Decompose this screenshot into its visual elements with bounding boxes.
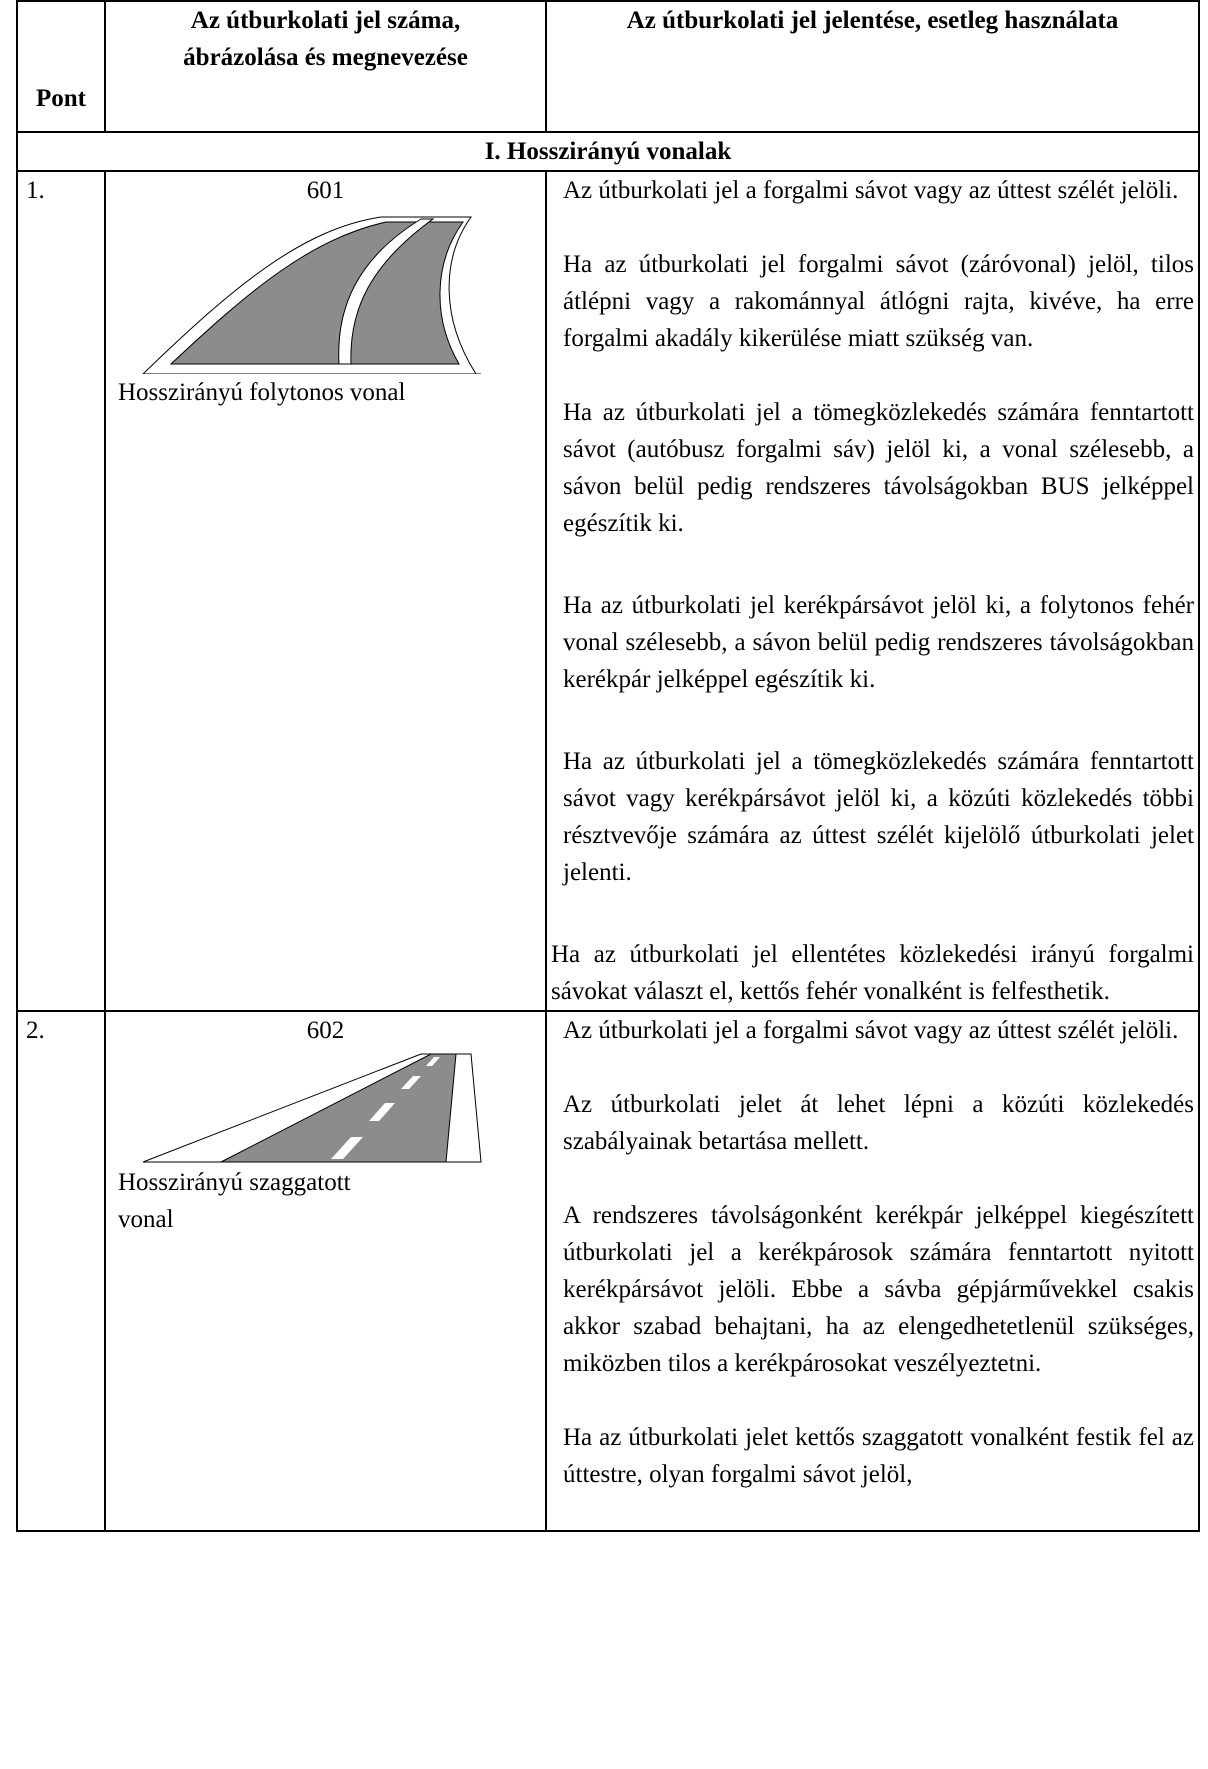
meaning: Az útburkolati jel a forgalmi sávot vagy… bbox=[545, 1010, 1200, 1532]
point: 2. bbox=[16, 1010, 106, 1532]
header-row: Pont Az útburkolati jel száma, ábrázolás… bbox=[16, 0, 1200, 133]
sign-image bbox=[141, 216, 481, 374]
header-cell: Pont bbox=[16, 0, 106, 133]
sign-cell: 602 Hosszirányú szaggatott vonal bbox=[104, 1010, 547, 1532]
sign-cell: 601 Hosszirányú folytonos vonal bbox=[104, 170, 547, 1012]
paragraph: Az útburkolati jel a forgalmi sávot vagy… bbox=[563, 177, 1179, 204]
paragraph: Az útburkolati jelet át lehet lépni a kö… bbox=[563, 1091, 1194, 1155]
rules-table: Pont Az útburkolati jel száma, ábrázolás… bbox=[16, 0, 1200, 1532]
meaning: Az útburkolati jel a forgalmi sávot vagy… bbox=[545, 170, 1200, 1012]
sign-number: 601 bbox=[306, 177, 345, 204]
paragraph: Ha az útburkolati jel ellentétes közleke… bbox=[551, 941, 1194, 1005]
header-cell: Az útburkolati jel száma, ábrázolása és … bbox=[104, 0, 547, 133]
section-row: I. Hosszirányú vonalak bbox=[16, 131, 1200, 172]
paragraph: A rendszeres távolságonként kerékpár jel… bbox=[563, 1202, 1194, 1377]
section-title: I. Hosszirányú vonalak bbox=[16, 131, 1200, 172]
paragraph: Ha az útburkolati jelet kettős szaggatot… bbox=[563, 1424, 1194, 1488]
sign-name: Hosszirányú szaggatott vonal bbox=[118, 1169, 351, 1233]
header-cell: Az útburkolati jel jelentése, esetleg ha… bbox=[545, 0, 1200, 133]
paragraph: Ha az útburkolati jel forgalmi sávot (zá… bbox=[563, 251, 1194, 352]
sign-number: 602 bbox=[306, 1017, 345, 1044]
row: 1. 601 Hosszirányú folytonos vonal Az út… bbox=[16, 170, 1200, 1012]
row: 2. 602 Hosszirányú szaggatott vonal Az ú… bbox=[16, 1010, 1200, 1532]
sign-image bbox=[142, 1053, 482, 1163]
paragraph: Ha az útburkolati jel kerékpársávot jelö… bbox=[563, 592, 1194, 693]
paragraph: Ha az útburkolati jel a tömegközlekedés … bbox=[563, 399, 1194, 537]
point: 1. bbox=[16, 170, 106, 1012]
paragraph: Az útburkolati jel a forgalmi sávot vagy… bbox=[563, 1017, 1179, 1044]
sign-name: Hosszirányú folytonos vonal bbox=[118, 379, 406, 406]
paragraph: Ha az útburkolati jel a tömegközlekedés … bbox=[563, 748, 1194, 886]
